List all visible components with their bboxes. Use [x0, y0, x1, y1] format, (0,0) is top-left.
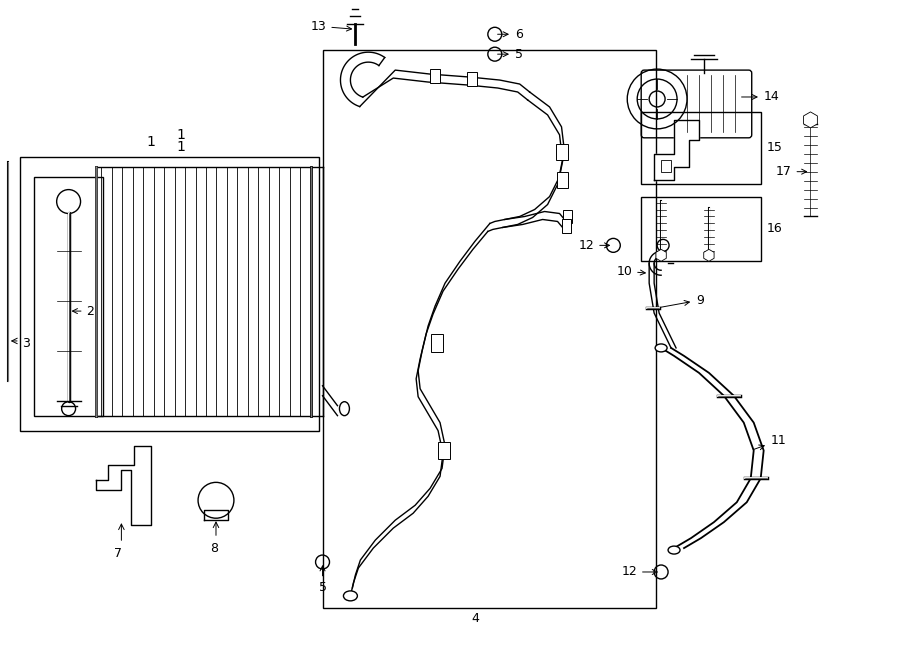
Bar: [641, 196, 760, 261]
Text: 5: 5: [319, 566, 327, 594]
Text: 1: 1: [176, 128, 185, 142]
Text: 1: 1: [176, 139, 185, 154]
Text: 6: 6: [498, 28, 523, 41]
Text: 13: 13: [310, 20, 352, 33]
Bar: [556, 172, 569, 188]
Bar: [322, 50, 656, 608]
Bar: [467, 72, 477, 86]
Text: 8: 8: [210, 541, 218, 555]
Text: 9: 9: [659, 293, 704, 307]
Polygon shape: [654, 120, 699, 180]
Text: 11: 11: [753, 434, 787, 449]
Text: 7: 7: [114, 547, 122, 560]
Text: 15: 15: [767, 141, 782, 154]
Text: 10: 10: [616, 265, 645, 278]
Bar: [562, 210, 572, 223]
Ellipse shape: [344, 591, 357, 601]
Bar: [34, 176, 104, 416]
Bar: [430, 69, 440, 83]
Ellipse shape: [655, 344, 667, 352]
Text: 17: 17: [776, 165, 806, 178]
Polygon shape: [96, 446, 151, 525]
Text: 12: 12: [579, 239, 609, 252]
Bar: [438, 442, 450, 459]
Text: 1: 1: [147, 135, 156, 149]
Ellipse shape: [668, 546, 680, 554]
Text: 4: 4: [471, 612, 479, 625]
Text: 16: 16: [767, 222, 782, 235]
Text: 12: 12: [621, 565, 657, 578]
Bar: [562, 219, 572, 233]
Bar: [662, 160, 671, 172]
Text: 5: 5: [498, 48, 523, 61]
Bar: [20, 157, 319, 430]
Text: 3: 3: [22, 338, 30, 350]
Text: 2: 2: [73, 305, 94, 317]
Bar: [641, 112, 760, 184]
Bar: [431, 334, 443, 352]
Text: 14: 14: [742, 91, 779, 104]
Bar: [555, 144, 568, 160]
